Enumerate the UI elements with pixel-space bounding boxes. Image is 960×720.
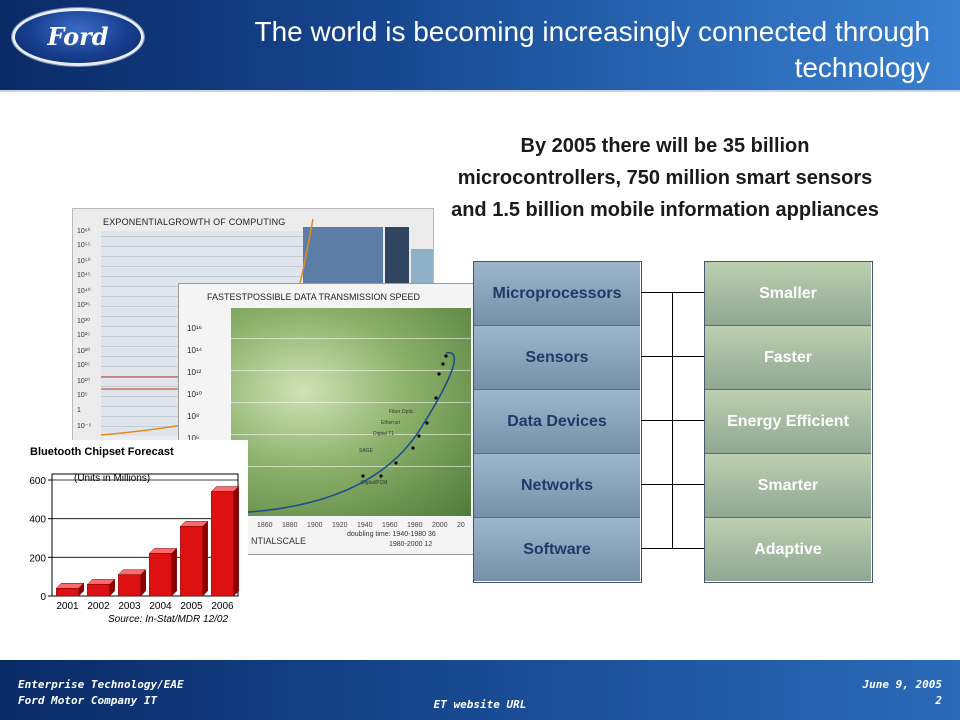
- chart-svg: 0 200 400 600 2001 2002 2003 2004 2005 2006: [29, 473, 240, 612]
- transmission-ytick: 10⁸: [187, 412, 200, 421]
- box-faster: Faster: [705, 326, 871, 390]
- transmission-ytick: 10¹⁰: [187, 390, 202, 399]
- annotation: Ethernet: [381, 420, 400, 426]
- footer-url: ET website URL: [433, 698, 527, 711]
- computing-ytick: 10⁻⁵: [77, 423, 92, 430]
- bar: [149, 553, 172, 597]
- bar: [180, 526, 203, 597]
- box-sensors: Sensors: [474, 326, 640, 390]
- computing-ytick: 10⁵: [77, 392, 88, 399]
- transmission-ytick: 10¹²: [187, 368, 202, 377]
- annotation: SAGE: [359, 448, 373, 454]
- computing-ytick: 10⁴⁰: [77, 288, 91, 295]
- transmission-xtick: 20: [457, 522, 465, 529]
- footer-page-number: 2: [935, 694, 942, 707]
- box-microprocessors: Microprocessors: [474, 262, 640, 326]
- box-software: Software: [474, 518, 640, 581]
- transmission-ytick: 10⁶: [187, 434, 200, 443]
- transmission-xtick: 1960: [382, 522, 398, 529]
- bar: [118, 574, 141, 597]
- grid-line: [231, 338, 471, 339]
- transmission-figure-title: FASTESTPOSSIBLE DATA TRANSMISSION SPEED: [207, 292, 421, 302]
- computing-ytick: 10⁴⁵: [77, 272, 91, 279]
- x-tick-label: 2004: [149, 601, 172, 612]
- computing-ytick: 1: [77, 407, 81, 414]
- computing-figure-title: EXPONENTIALGROWTH OF COMPUTING: [103, 217, 286, 227]
- transmission-xtick: 2000: [432, 522, 448, 529]
- y-tick-label: 200: [29, 553, 46, 564]
- grid-line: [231, 402, 471, 403]
- connector-spine: [672, 292, 673, 549]
- footer-org-line2: Ford Motor Company IT: [18, 694, 158, 707]
- computing-ytick: 10³⁵: [77, 302, 91, 309]
- transmission-ytick: 10¹⁶: [187, 324, 202, 333]
- ford-logo: Ford: [12, 8, 144, 66]
- slide-title: The world is becoming increasingly conne…: [254, 16, 931, 83]
- bar-side: [202, 520, 208, 597]
- transmission-xtick: 1980: [407, 522, 423, 529]
- box-energy-efficient: Energy Efficient: [705, 390, 871, 454]
- bar-side: [171, 547, 177, 597]
- attribute-column: Smaller Faster Energy Efficient Smarter …: [704, 261, 873, 583]
- transmission-xtick: 1860: [257, 522, 273, 529]
- computing-ytick: 10⁵⁰: [77, 258, 91, 265]
- header-divider: [0, 90, 960, 92]
- footer-org-line1: Enterprise Technology/EAE: [18, 678, 184, 691]
- x-tick-label: 2005: [180, 601, 203, 612]
- transmission-xtick: 1920: [332, 522, 348, 529]
- transmission-ytick: 10¹⁴: [187, 346, 202, 355]
- slide-header: Ford The world is becoming increasingly …: [0, 0, 960, 90]
- x-tick-label: 2002: [87, 601, 110, 612]
- chart-source: Source: In-Stat/MDR 12/02: [108, 614, 229, 625]
- y-tick-label: 400: [29, 515, 46, 526]
- transmission-xtick: 1900: [307, 522, 323, 529]
- transmission-speed-figure: FASTESTPOSSIBLE DATA TRANSMISSION SPEED …: [178, 283, 480, 555]
- grid-line: [231, 370, 471, 371]
- transmission-xtick: 1880: [282, 522, 298, 529]
- computing-ytick: 10¹⁰: [77, 378, 90, 385]
- grid-line: [231, 466, 471, 467]
- computing-ytick: 10³⁰: [77, 318, 90, 325]
- computing-ytick: 10⁵⁵: [77, 242, 91, 249]
- y-tick-label: 0: [40, 592, 46, 603]
- bluetooth-forecast-chart: Bluetooth Chipset Forecast 0 200 400 600 200…: [24, 440, 248, 630]
- transmission-doubling-2: 1980-2000 12: [389, 541, 433, 548]
- chart-title: Bluetooth Chipset Forecast: [30, 446, 174, 458]
- box-networks: Networks: [474, 454, 640, 518]
- y-tick-label: 600: [29, 476, 46, 487]
- annotation: Fiber Optic: [389, 409, 414, 415]
- slide-subtitle: By 2005 there will be 35 billion microco…: [451, 135, 879, 221]
- box-data-devices: Data Devices: [474, 390, 640, 454]
- slide-footer: Enterprise Technology/EAE Ford Motor Com…: [0, 660, 960, 720]
- annotation: Digital T1: [373, 431, 395, 437]
- bar: [56, 588, 79, 597]
- chart-units: (Units in Millions): [74, 473, 151, 484]
- x-tick-label: 2003: [118, 601, 141, 612]
- logo-text: Ford: [47, 22, 109, 51]
- box-smarter: Smarter: [705, 454, 871, 518]
- computing-ytick: 10²⁰: [77, 348, 90, 355]
- computing-ytick: 10¹⁵: [77, 362, 91, 369]
- bar-side: [233, 485, 239, 597]
- box-adaptive: Adaptive: [705, 518, 871, 581]
- transmission-plot-area: Fiber Optic Ethernet Digital T1 SAGE Dig…: [231, 308, 471, 516]
- bar: [211, 491, 234, 597]
- transmission-scale-label: NTIALSCALE: [251, 536, 307, 546]
- computing-ytick: 10²⁵: [77, 332, 91, 339]
- x-tick-label: 2006: [211, 601, 234, 612]
- bar: [87, 584, 110, 597]
- transmission-curve: [231, 351, 456, 514]
- annotation: Digital/PCM: [361, 480, 388, 486]
- box-smaller: Smaller: [705, 262, 871, 326]
- computing-ytick: 10⁶⁰: [77, 228, 91, 235]
- technology-column: Microprocessors Sensors Data Devices Net…: [473, 261, 642, 583]
- transmission-xtick: 1940: [357, 522, 373, 529]
- footer-date: June 9, 2005: [862, 678, 942, 691]
- transmission-doubling-1: doubling time: 1940-1980 36: [347, 531, 436, 538]
- bar-side: [140, 569, 146, 597]
- x-tick-label: 2001: [56, 601, 79, 612]
- grid-line: [231, 434, 471, 435]
